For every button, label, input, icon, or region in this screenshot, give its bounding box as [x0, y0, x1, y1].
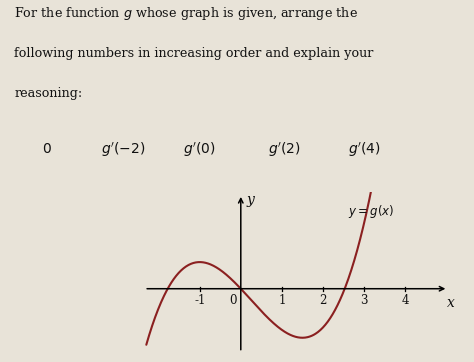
Text: $g'(2)$: $g'(2)$	[268, 140, 301, 159]
Text: x: x	[447, 296, 455, 310]
Text: $g'(0)$: $g'(0)$	[182, 140, 216, 159]
Text: $g'(-2)$: $g'(-2)$	[101, 140, 146, 159]
Text: For the function $g$ whose graph is given, arrange the: For the function $g$ whose graph is give…	[14, 5, 358, 22]
Text: 4: 4	[401, 294, 409, 307]
Text: $g'(4)$: $g'(4)$	[348, 140, 382, 159]
Text: 1: 1	[278, 294, 285, 307]
Text: -1: -1	[194, 294, 205, 307]
Text: 2: 2	[319, 294, 327, 307]
Text: reasoning:: reasoning:	[14, 87, 82, 100]
Text: $0$: $0$	[43, 142, 52, 156]
Text: 0: 0	[229, 294, 237, 307]
Text: 3: 3	[360, 294, 368, 307]
Text: y: y	[246, 193, 254, 207]
Text: following numbers in increasing order and explain your: following numbers in increasing order an…	[14, 47, 374, 60]
Text: $y = g(x)$: $y = g(x)$	[347, 203, 394, 220]
